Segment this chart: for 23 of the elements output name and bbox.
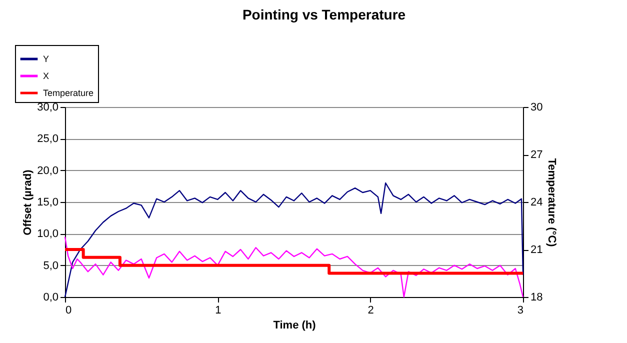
y2-tick-label: 21 <box>530 244 543 256</box>
y2-tick-label: 27 <box>530 149 543 161</box>
x-tick-label: 0 <box>66 304 72 316</box>
x-tick-label: 2 <box>368 304 374 316</box>
y2-tick-label: 18 <box>530 292 543 304</box>
y-axis-title: Offset (µrad) <box>22 169 34 236</box>
legend-label: Temperature <box>43 88 94 98</box>
chart-title: Pointing vs Temperature <box>242 6 406 22</box>
y-tick-label: 10,0 <box>37 228 58 240</box>
legend-label: Y <box>43 54 50 64</box>
y2-tick-label: 30 <box>530 102 543 114</box>
legend-label: X <box>43 71 50 81</box>
y-tick-label: 20,0 <box>37 164 58 177</box>
y-tick-label: 30,0 <box>37 102 58 114</box>
y2-axis-title: Temperature (°C) <box>546 158 558 248</box>
x-axis-title: Time (h) <box>273 320 316 332</box>
y2-tick-label: 24 <box>530 196 543 208</box>
y-tick-label: 25,0 <box>37 133 58 146</box>
x-tick-label: 1 <box>215 304 222 316</box>
y-tick-label: 0,0 <box>43 292 58 304</box>
x-tick-label: 3 <box>517 304 524 316</box>
y-tick-label: 15,0 <box>37 196 58 208</box>
y-tick-label: 5,0 <box>43 260 58 272</box>
